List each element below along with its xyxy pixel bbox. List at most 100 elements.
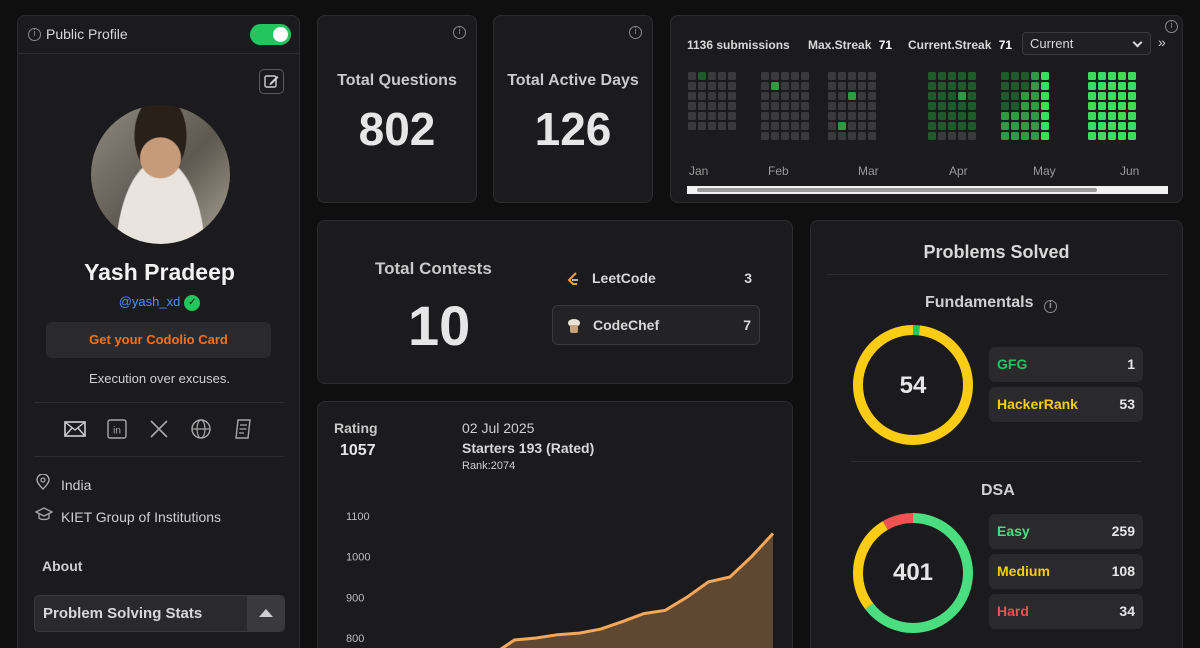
heatmap-cell[interactable]	[801, 92, 809, 100]
heatmap-cell[interactable]	[858, 72, 866, 80]
heatmap-cell[interactable]	[1031, 122, 1039, 130]
heatmap-cell[interactable]	[858, 82, 866, 90]
heatmap-cell[interactable]	[858, 122, 866, 130]
heatmap-cell[interactable]	[791, 122, 799, 130]
heatmap-cell[interactable]	[938, 112, 946, 120]
heatmap-cell[interactable]	[791, 112, 799, 120]
heatmap-cell[interactable]	[708, 82, 716, 90]
heatmap-cell[interactable]	[1021, 82, 1029, 90]
heatmap-cell[interactable]	[938, 102, 946, 110]
heatmap-cell[interactable]	[858, 92, 866, 100]
heatmap-cell[interactable]	[958, 102, 966, 110]
heatmap-cell[interactable]	[1108, 112, 1116, 120]
heatmap-cell[interactable]	[1011, 72, 1019, 80]
heatmap-cell[interactable]	[728, 102, 736, 110]
heatmap-cell[interactable]	[761, 132, 769, 140]
heatmap-cell[interactable]	[968, 122, 976, 130]
heatmap-cell[interactable]	[1041, 102, 1049, 110]
edit-profile-button[interactable]	[259, 69, 284, 94]
heatmap-cell[interactable]	[938, 82, 946, 90]
heatmap-cell[interactable]	[698, 102, 706, 110]
platform-leetcode[interactable]: LeetCode 3	[552, 259, 760, 299]
heatmap-cell[interactable]	[848, 102, 856, 110]
info-icon[interactable]: i	[1043, 300, 1057, 313]
globe-icon[interactable]	[190, 418, 212, 440]
heatmap-cell[interactable]	[1128, 102, 1136, 110]
heatmap-cell[interactable]	[828, 82, 836, 90]
heatmap-cell[interactable]	[771, 102, 779, 110]
heatmap-cell[interactable]	[698, 82, 706, 90]
linkedin-icon[interactable]: in	[106, 418, 128, 440]
heatmap-cell[interactable]	[948, 132, 956, 140]
heatmap-scrollbar[interactable]	[687, 186, 1168, 194]
heatmap-cell[interactable]	[708, 112, 716, 120]
heatmap-cell[interactable]	[801, 132, 809, 140]
heatmap-cell[interactable]	[1041, 82, 1049, 90]
heatmap-cell[interactable]	[1108, 82, 1116, 90]
heatmap-cell[interactable]	[1098, 92, 1106, 100]
heatmap-cell[interactable]	[791, 82, 799, 90]
heatmap-cell[interactable]	[858, 112, 866, 120]
heatmap-cell[interactable]	[1021, 92, 1029, 100]
heatmap-cell[interactable]	[801, 102, 809, 110]
heatmap-cell[interactable]	[718, 92, 726, 100]
heatmap-cell[interactable]	[828, 112, 836, 120]
heatmap-cell[interactable]	[1041, 132, 1049, 140]
problem-solving-stats-toggle[interactable]: Problem Solving Stats	[34, 595, 285, 632]
profile-handle[interactable]: @yash_xd	[118, 294, 181, 309]
heatmap-cell[interactable]	[771, 122, 779, 130]
heatmap-cell[interactable]	[958, 112, 966, 120]
heatmap-cell[interactable]	[761, 122, 769, 130]
heatmap-cell[interactable]	[838, 132, 846, 140]
heatmap-cell[interactable]	[761, 102, 769, 110]
heatmap-cell[interactable]	[858, 102, 866, 110]
heatmap-cell[interactable]	[708, 102, 716, 110]
heatmap-cell[interactable]	[928, 72, 936, 80]
heatmap-cell[interactable]	[728, 112, 736, 120]
heatmap-cell[interactable]	[801, 112, 809, 120]
heatmap-cell[interactable]	[868, 82, 876, 90]
heatmap-cell[interactable]	[928, 92, 936, 100]
heatmap-cell[interactable]	[1108, 92, 1116, 100]
heatmap-cell[interactable]	[688, 112, 696, 120]
heatmap-cell[interactable]	[771, 72, 779, 80]
heatmap-cell[interactable]	[1098, 82, 1106, 90]
heatmap-cell[interactable]	[718, 122, 726, 130]
streak-period-select[interactable]: Current	[1022, 32, 1151, 55]
heatmap-cell[interactable]	[1088, 132, 1096, 140]
collapse-arrow-icon[interactable]	[247, 596, 284, 631]
rating-line[interactable]	[493, 532, 775, 648]
heatmap-cell[interactable]	[1031, 112, 1039, 120]
double-chevron-right-icon[interactable]: »	[1158, 34, 1166, 50]
resume-icon[interactable]	[232, 418, 254, 440]
heatmap-cell[interactable]	[928, 132, 936, 140]
heatmap-cell[interactable]	[1031, 82, 1039, 90]
heatmap-cell[interactable]	[868, 112, 876, 120]
heatmap-cell[interactable]	[1098, 102, 1106, 110]
heatmap-cell[interactable]	[1031, 92, 1039, 100]
heatmap-cell[interactable]	[1011, 102, 1019, 110]
heatmap-cell[interactable]	[958, 132, 966, 140]
heatmap-cell[interactable]	[848, 92, 856, 100]
donut-segment[interactable]	[853, 325, 973, 445]
heatmap-cell[interactable]	[858, 132, 866, 140]
heatmap-cell[interactable]	[761, 112, 769, 120]
heatmap-cell[interactable]	[708, 72, 716, 80]
heatmap-cell[interactable]	[698, 72, 706, 80]
heatmap-cell[interactable]	[1001, 82, 1009, 90]
heatmap-cell[interactable]	[1031, 72, 1039, 80]
heatmap-cell[interactable]	[791, 132, 799, 140]
heatmap-cell[interactable]	[1041, 72, 1049, 80]
heatmap-cell[interactable]	[868, 92, 876, 100]
heatmap-cell[interactable]	[838, 92, 846, 100]
heatmap-cell[interactable]	[1041, 122, 1049, 130]
heatmap-cell[interactable]	[1021, 72, 1029, 80]
heatmap-cell[interactable]	[948, 112, 956, 120]
heatmap-cell[interactable]	[968, 112, 976, 120]
heatmap-cell[interactable]	[1128, 92, 1136, 100]
heatmap-cell[interactable]	[771, 92, 779, 100]
heatmap-cell[interactable]	[1088, 112, 1096, 120]
heatmap-cell[interactable]	[948, 72, 956, 80]
heatmap-cell[interactable]	[1011, 122, 1019, 130]
heatmap-cell[interactable]	[688, 92, 696, 100]
